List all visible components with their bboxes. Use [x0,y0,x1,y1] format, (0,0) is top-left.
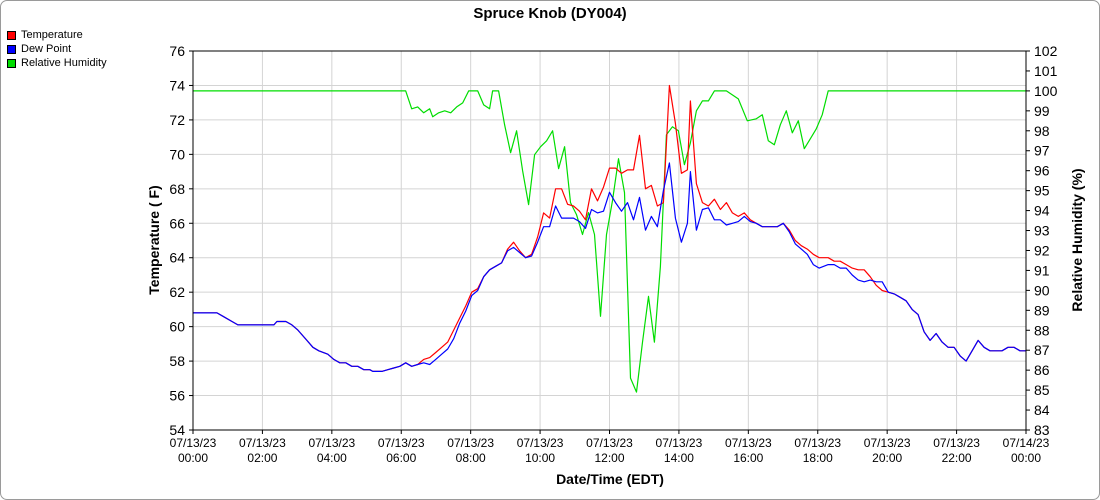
x-tick-label-time: 06:00 [386,451,416,465]
legend: Temperature Dew Point Relative Humidity [7,28,107,70]
y2-tick-label: 84 [1034,402,1050,418]
y2-tick-label: 94 [1034,203,1050,219]
x-tick-label-date: 07/14/23 [1003,436,1050,450]
x-tick-label-date: 07/13/23 [447,436,494,450]
y2-tick-label: 97 [1034,143,1050,159]
series-line-relative-humidity [193,90,1026,393]
x-tick-label-time: 08:00 [456,451,486,465]
x-tick-label-date: 07/13/23 [170,436,217,450]
y2-tick-label: 102 [1034,43,1058,59]
y2-tick-label: 91 [1034,262,1050,278]
y2-tick-label: 98 [1034,123,1050,139]
x-tick-label-date: 07/13/23 [517,436,564,450]
y-tick-label: 76 [169,43,185,59]
x-tick-label-date: 07/13/23 [725,436,772,450]
y2-tick-label: 89 [1034,302,1050,318]
legend-swatch-dew-point [7,44,16,54]
y-axis-label: Temperature ( F) [146,185,162,294]
series-line-dew-point [193,162,1026,372]
y2-axis-label: Relative Humidity (%) [1069,168,1085,311]
y-tick-label: 68 [169,181,185,197]
y-tick-label: 74 [169,77,185,93]
y-tick-label: 66 [169,215,185,231]
x-tick-label-time: 18:00 [803,451,833,465]
x-tick-label-time: 00:00 [1011,451,1041,465]
series-lines [193,84,1026,393]
y-tick-label: 70 [169,146,185,162]
x-tick-label-time: 04:00 [317,451,347,465]
y-tick-label: 54 [169,422,185,438]
y2-tick-label: 83 [1034,422,1050,438]
x-tick-label-date: 07/13/23 [239,436,286,450]
x-tick-label-time: 22:00 [942,451,972,465]
y2-tick-label: 96 [1034,163,1050,179]
y-tick-label: 64 [169,250,185,266]
chart-title: Spruce Knob (DY004) [473,5,626,22]
y-tick-label: 60 [169,319,185,335]
y2-tick-label: 92 [1034,242,1050,258]
x-tick-label-time: 02:00 [247,451,277,465]
y-tick-label: 58 [169,353,185,369]
x-tick-label-time: 16:00 [733,451,763,465]
y2-tick-label: 100 [1034,83,1058,99]
x-tick-label-time: 20:00 [872,451,902,465]
legend-label-dew-point: Dew Point [21,43,72,55]
x-tick-label-date: 07/13/23 [794,436,841,450]
x-tick-label-time: 10:00 [525,451,555,465]
x-tick-label-time: 14:00 [664,451,694,465]
legend-swatch-temperature [7,30,16,40]
y-tick-label: 56 [169,388,185,404]
x-tick-label-time: 12:00 [594,451,624,465]
x-tick-label-date: 07/13/23 [586,436,633,450]
y2-tick-label: 90 [1034,282,1050,298]
legend-item-dew-point: Dew Point [7,42,107,56]
y-tick-label: 62 [169,284,185,300]
legend-item-temperature: Temperature [7,28,107,42]
y2-tick-label: 95 [1034,183,1050,199]
x-tick-label-date: 07/13/23 [656,436,703,450]
y2-tick-label: 93 [1034,223,1050,239]
y-tick-label: 72 [169,112,185,128]
grid [192,50,1027,431]
y2-tick-label: 85 [1034,382,1050,398]
legend-item-relative-humidity: Relative Humidity [7,56,107,70]
y2-tick-label: 88 [1034,322,1050,338]
y2-tick-label: 99 [1034,103,1050,119]
plot-border [192,50,1027,431]
x-tick-label-date: 07/13/23 [933,436,980,450]
x-tick-label-date: 07/13/23 [378,436,425,450]
axes: 54 56 58 60 62 64 66 68 70 72 74 76 83 84 85 86 87 88 89 90… [169,43,1057,465]
x-tick-label-time: 00:00 [178,451,208,465]
x-tick-label-date: 07/13/23 [864,436,911,450]
legend-swatch-relative-humidity [7,58,16,68]
y2-tick-label: 86 [1034,362,1050,378]
legend-label-temperature: Temperature [21,29,83,41]
x-tick-label-date: 07/13/23 [308,436,355,450]
y2-tick-label: 101 [1034,63,1058,79]
x-axis-label: Date/Time (EDT) [556,471,664,487]
y2-tick-label: 87 [1034,342,1050,358]
legend-label-relative-humidity: Relative Humidity [21,57,107,69]
